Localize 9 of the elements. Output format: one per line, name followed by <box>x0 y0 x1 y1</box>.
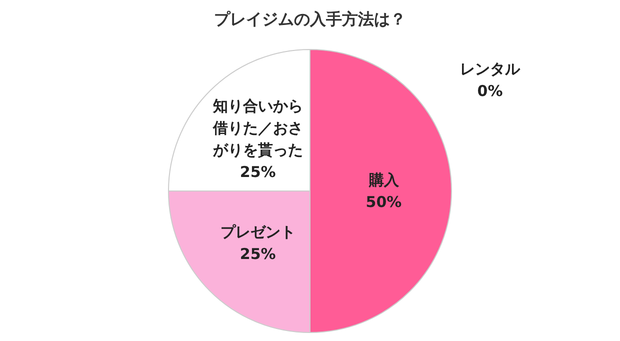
chart-title: プレイジムの入手方法は？ <box>214 10 406 28</box>
category-label: レンタル <box>460 60 520 78</box>
slice-label: 知り合いから借りた／おさがりを貰った <box>212 96 303 159</box>
slice-label: プレゼント <box>220 223 296 242</box>
data-label: 50% <box>366 192 402 211</box>
data-label: 25% <box>240 162 276 181</box>
data-label: 25% <box>240 245 276 264</box>
text: 0% <box>477 82 503 100</box>
slice-label: 購入 <box>368 170 400 189</box>
